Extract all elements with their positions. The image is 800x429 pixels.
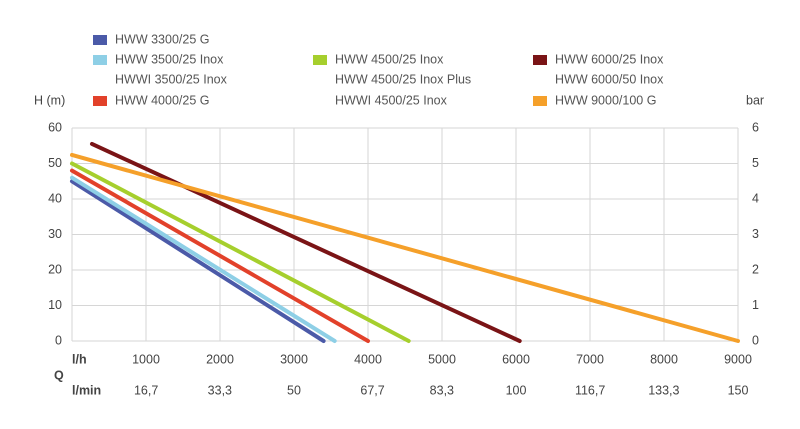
x-tick-label: 6000 [502,352,530,366]
series-line [89,141,522,343]
y2-tick-label: 1 [752,298,759,312]
x2-tick-label: 116,7 [575,383,605,397]
legend-label: HWW 3500/25 Inox [115,52,224,66]
legend-label: HWW 4500/25 Inox Plus [335,72,471,86]
x-tick-label: 3000 [280,352,308,366]
legend-label: HWW 4000/25 G [115,93,209,107]
legend-swatch [533,55,547,65]
legend-label: HWW 6000/25 Inox [555,52,664,66]
series-line [70,152,740,343]
x2-axis-label: l/min [72,383,101,397]
x-tick-label: 2000 [206,352,234,366]
x2-tick-label: 16,7 [134,383,158,397]
x-symbol: Q [54,368,64,382]
y-tick-label: 50 [48,156,62,170]
x-tick-label: 5000 [428,352,456,366]
y-tick-label: 40 [48,191,62,205]
legend-swatch [533,96,547,106]
y2-tick-label: 5 [752,156,759,170]
legend-swatch [93,96,107,106]
y2-axis-label: bar [746,93,764,107]
y-tick-label: 20 [48,262,62,276]
legend-swatch [313,55,327,65]
legend-label: HWWI 4500/25 Inox [335,93,448,107]
x-tick-label: 8000 [650,352,678,366]
x-tick-label: 1000 [132,352,160,366]
legend-label: HWWI 3500/25 Inox [115,72,228,86]
legend-label: HWW 4500/25 Inox [335,52,444,66]
y2-tick-label: 4 [752,191,759,205]
x-axis-label: l/h [72,352,87,366]
series-line [70,179,326,343]
y-tick-label: 10 [48,298,62,312]
x-tick-label: 4000 [354,352,382,366]
y2-tick-label: 6 [752,120,759,134]
series-line [70,161,411,343]
series-line [70,175,337,343]
series-line [70,168,370,343]
y2-tick-label: 2 [752,262,759,276]
y-axis-label: H (m) [34,93,65,107]
x2-tick-label: 133,3 [648,383,679,397]
y-tick-label: 0 [55,333,62,347]
legend-label: HWW 6000/50 Inox [555,72,664,86]
x-tick-label: 7000 [576,352,604,366]
x2-tick-label: 100 [506,383,527,397]
y2-tick-label: 3 [752,227,759,241]
x2-tick-label: 67,7 [360,383,384,397]
x2-tick-label: 50 [287,383,301,397]
x2-tick-label: 33,3 [208,383,232,397]
legend-swatch [93,55,107,65]
y-tick-label: 30 [48,227,62,241]
legend-swatch [93,35,107,45]
x2-tick-label: 150 [728,383,749,397]
x2-tick-label: 83,3 [430,383,454,397]
y-tick-label: 60 [48,120,62,134]
legend-label: HWW 3300/25 G [115,32,209,46]
x-tick-label: 9000 [724,352,752,366]
y2-tick-label: 0 [752,333,759,347]
legend-label: HWW 9000/100 G [555,93,656,107]
